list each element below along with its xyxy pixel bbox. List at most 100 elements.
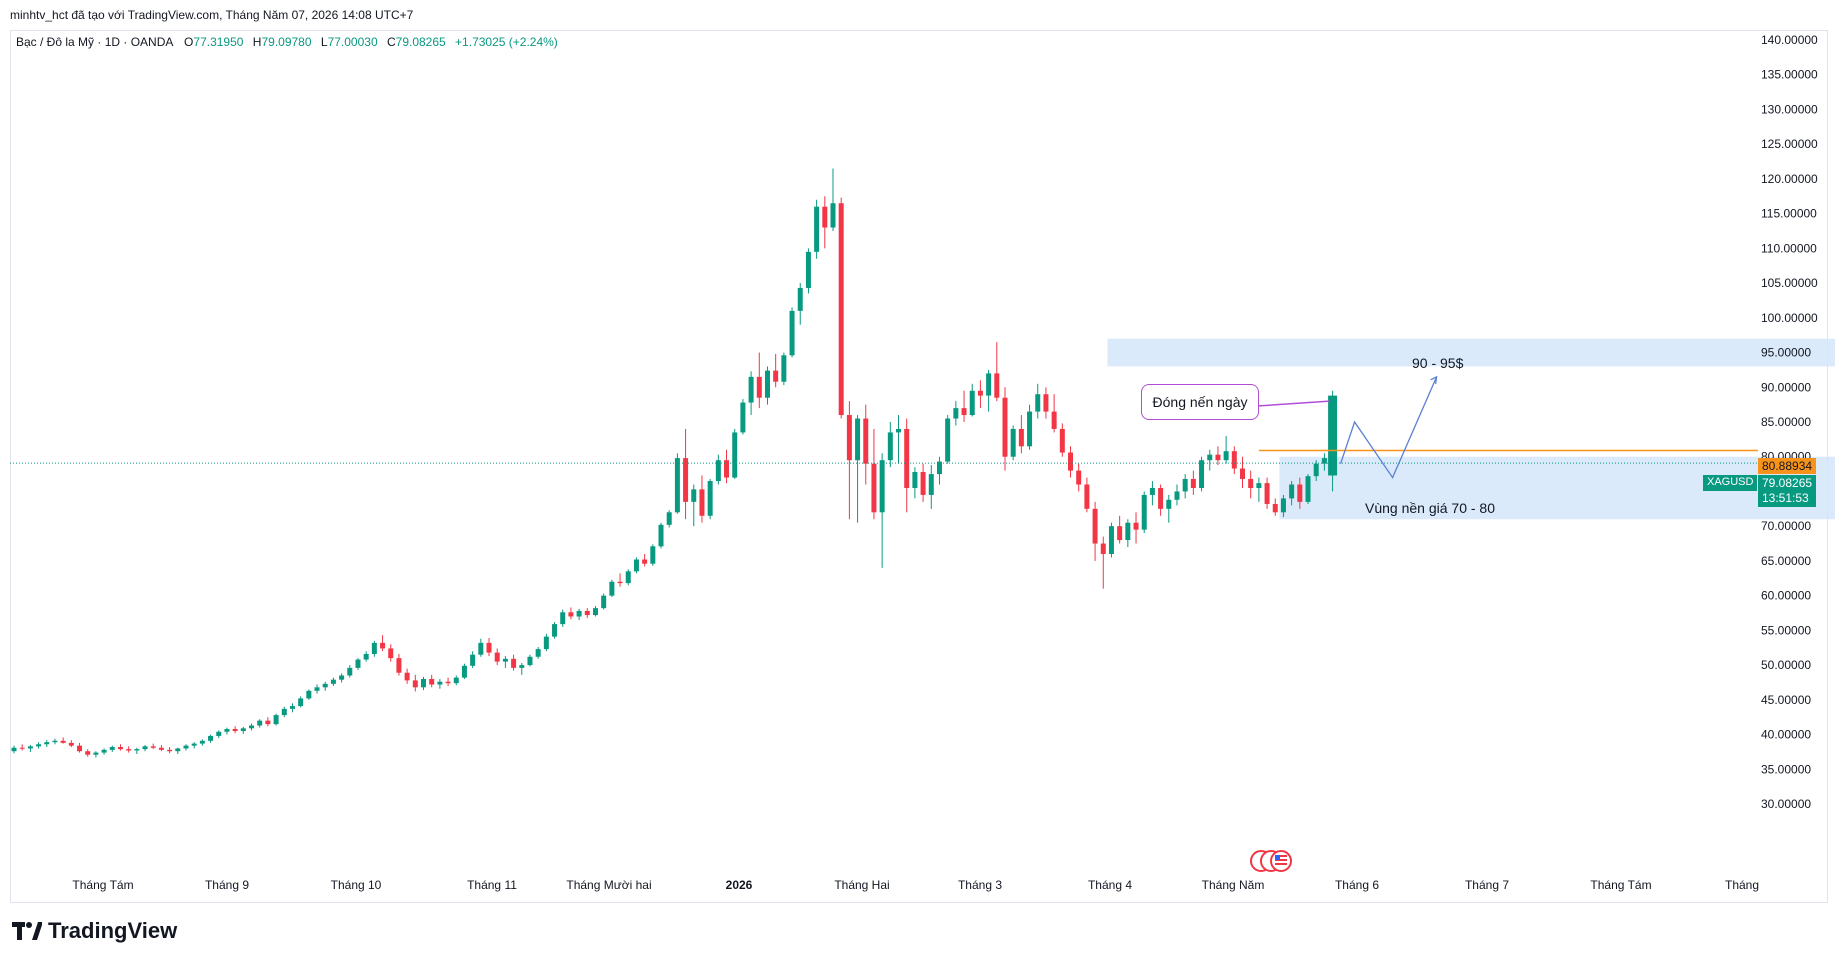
candle-body [19,747,25,749]
time-tick-label: Tháng 7 [1465,878,1509,892]
candle-body [1043,394,1049,412]
time-tick-label: Tháng Mười hai [566,878,651,892]
candle-body [347,667,353,676]
candle-body [576,610,582,617]
symbol-legend[interactable]: Bạc / Đô la Mỹ · 1D · OANDA O77.31950 H7… [16,35,558,49]
candle-body [1117,526,1123,541]
zone-0 [1107,338,1835,367]
candle-body [617,581,623,584]
candle-body [625,571,631,584]
candle-body [863,418,869,464]
candle-body [805,251,811,288]
candle-body [1240,468,1245,479]
candle-body [822,206,828,228]
close-label: C [386,35,396,49]
candle-body [1280,498,1286,513]
time-tick-label: Tháng 10 [331,878,382,892]
candle-body [486,642,492,653]
change-value: +1.73025 (+2.24%) [455,35,558,49]
candle-body [298,698,304,707]
candle-body [445,681,451,684]
candle-body [560,612,566,625]
candle-body [928,474,934,495]
zones-layer [1107,338,1835,520]
candle-body [1108,526,1114,554]
candle-body [388,648,394,659]
candle-body [1092,508,1098,544]
price-tick-label: 40.00000 [1761,728,1811,742]
candle-body [77,745,83,752]
candle-body [781,355,787,382]
callout-pointer [1256,400,1330,407]
price-tick-label: 70.00000 [1761,519,1811,533]
high-label: H [252,35,262,49]
candle-body [633,559,639,572]
candle-body [330,679,336,684]
upper-zone-label[interactable]: 90 - 95$ [1412,355,1464,371]
candle-body [142,746,148,750]
symbol-name[interactable]: Bạc / Đô la Mỹ · 1D · OANDA [16,35,173,49]
candle-body [666,512,672,525]
time-tick-label: Tháng 9 [205,878,249,892]
time-tick-label: Tháng Tám [1590,878,1651,892]
candle-body [683,458,689,502]
price-tick-label: 120.00000 [1761,172,1818,186]
low-value: 77.00030 [327,35,378,49]
price-tick-label: 45.00000 [1761,693,1811,707]
candle-body [1182,478,1188,492]
price-tick-label: 35.00000 [1761,762,1811,776]
ticker-tag: XAGUSD [1703,475,1757,491]
candle-body [1059,428,1065,453]
tradingview-logo[interactable]: TradingView [12,918,177,944]
candle-body [1305,476,1311,502]
candle-body [126,749,132,751]
candle-body [592,608,598,616]
projection-arrow [1339,376,1438,479]
candle-body [175,748,181,752]
candle-body [249,725,255,729]
candle-body [109,747,115,750]
candle-body [650,546,656,564]
price-tick-label: 90.00000 [1761,380,1811,394]
candle-body [1256,483,1262,488]
candle-body [797,287,803,311]
candle-body [994,373,1000,398]
candle-body [429,678,435,685]
candle-body [68,742,74,746]
candle-body [838,203,844,416]
lower-zone-label[interactable]: Vùng nền giá 70 - 80 [1365,500,1495,516]
candle-body [945,418,951,462]
candle-body [953,408,959,419]
time-tick-label: Tháng Tám [72,878,133,892]
high-value: 79.09780 [261,35,312,49]
candle-body [936,461,942,475]
candle-body [1125,522,1131,541]
candle-body [887,432,893,461]
time-axis: Tháng Tám Tháng 9 Tháng 10 Tháng 11 Tháng Mư… [72,878,1759,892]
candle-body [773,370,779,382]
candle-body [674,458,680,513]
candle-body [27,746,33,749]
candle-body [363,653,369,660]
price-tick-label: 50.00000 [1761,658,1811,672]
candle-body [404,672,410,681]
candle-body [1174,491,1180,500]
candle-body [1297,484,1303,502]
candle-body [134,749,140,751]
candle-body [699,489,705,516]
note-callout[interactable]: Đóng nến ngày [1141,384,1259,420]
time-tick-label: Tháng Năm [1202,878,1265,892]
time-tick-label: Tháng 3 [958,878,1002,892]
candle-body [912,472,918,488]
candle-body [208,735,214,741]
us-flag-icon[interactable] [1250,850,1294,872]
candle-body [371,642,377,654]
candle-body [93,752,99,755]
candle-body [461,665,467,678]
candle-body [265,720,271,725]
candle-body [216,731,222,736]
candle-body [380,642,386,649]
price-tick-label: 30.00000 [1761,797,1811,811]
candle-body [715,460,721,482]
